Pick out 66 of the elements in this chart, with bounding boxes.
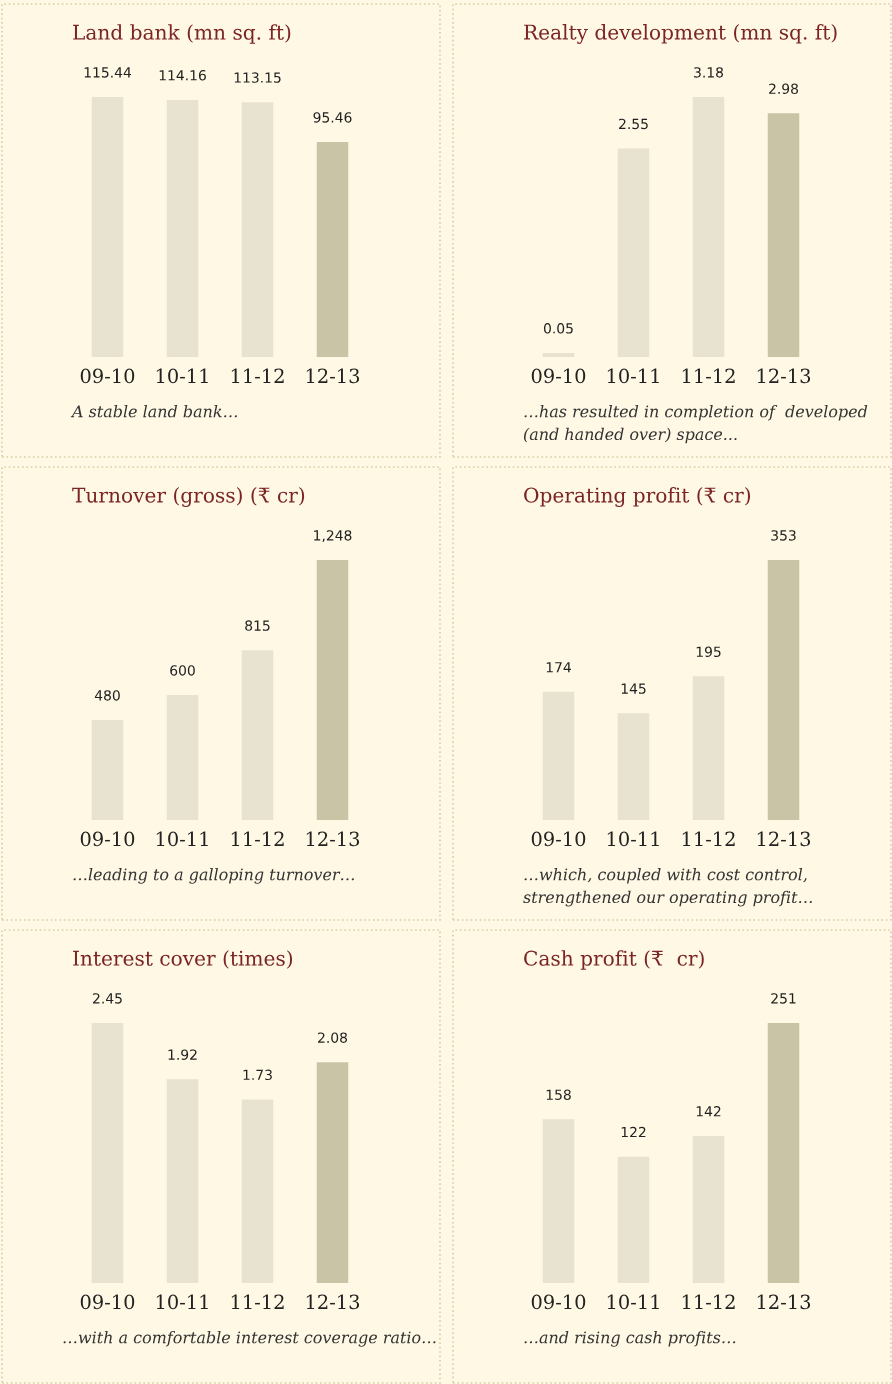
data-label: 113.15 bbox=[234, 72, 281, 83]
x-tick-label: 11-12 bbox=[231, 368, 284, 383]
data-label: 1.73 bbox=[243, 1069, 272, 1081]
x-tick-label: 11-12 bbox=[231, 831, 284, 846]
x-tick-label: 12-13 bbox=[306, 831, 360, 847]
data-label: 2.08 bbox=[318, 1032, 348, 1043]
data-label: 1,248 bbox=[314, 530, 352, 543]
data-label: 3.18 bbox=[694, 67, 724, 78]
x-tick-label: 10-11 bbox=[156, 1294, 208, 1310]
chart-title: Realty development (mn sq. ft) bbox=[524, 24, 837, 44]
text: …with a comfortable interest coverage ratio… bbox=[63, 1331, 436, 1347]
data-label: 480 bbox=[94, 690, 120, 701]
data-label: 95.46 bbox=[313, 112, 352, 123]
x-tick-label: 09-10 bbox=[80, 831, 135, 847]
x-tick-label: 10-11 bbox=[156, 831, 208, 847]
data-label: 174 bbox=[546, 662, 571, 673]
chart-title: Turnover (gross) (₹ cr) bbox=[72, 487, 305, 507]
text: …which, coupled with cost control, strengthened our operating profit… bbox=[523, 868, 812, 907]
data-label: 115.44 bbox=[84, 67, 132, 78]
x-tick-label: 11-12 bbox=[231, 1294, 284, 1309]
data-label: 251 bbox=[771, 993, 796, 1004]
text: …leading to a galloping turnover… bbox=[73, 868, 354, 884]
x-tick-label: 12-13 bbox=[306, 368, 360, 384]
bar bbox=[767, 560, 800, 820]
bar bbox=[316, 1062, 349, 1283]
data-label: 114.16 bbox=[159, 70, 206, 81]
text: …has resulted in completion of developed (and handed over) space... bbox=[524, 405, 868, 444]
x-tick-label: 10-11 bbox=[156, 368, 208, 384]
x-tick-label: 12-13 bbox=[757, 368, 811, 384]
x-tick-label: 10-11 bbox=[607, 368, 659, 384]
chart-title: Operating profit (₹ cr) bbox=[524, 487, 751, 507]
data-label: 142 bbox=[696, 1106, 721, 1117]
x-tick-label: 12-13 bbox=[757, 831, 811, 847]
bar bbox=[316, 560, 349, 820]
bar bbox=[316, 142, 349, 357]
x-tick-label: 11-12 bbox=[682, 1294, 735, 1309]
data-label: 0.05 bbox=[543, 323, 573, 334]
data-label: 353 bbox=[771, 530, 796, 541]
data-label: 600 bbox=[170, 665, 195, 676]
data-label: 815 bbox=[245, 620, 270, 631]
text: A stable land bank… bbox=[70, 405, 237, 418]
x-tick-label: 09-10 bbox=[80, 1294, 135, 1310]
x-tick-label: 09-10 bbox=[80, 368, 135, 384]
bar bbox=[767, 113, 800, 357]
data-label: 1.92 bbox=[168, 1049, 197, 1060]
data-label: 2.98 bbox=[769, 83, 799, 94]
x-tick-label: 11-12 bbox=[682, 831, 735, 846]
text: …and rising cash profits… bbox=[524, 1331, 736, 1347]
data-label: 195 bbox=[696, 646, 721, 658]
chart-title: Interest cover (times) bbox=[73, 950, 293, 969]
data-label: 122 bbox=[621, 1126, 646, 1138]
data-label: 2.45 bbox=[93, 993, 122, 1004]
x-tick-label: 10-11 bbox=[607, 831, 659, 847]
x-tick-label: 11-12 bbox=[682, 368, 735, 383]
data-label: 158 bbox=[546, 1089, 571, 1100]
x-tick-label: 09-10 bbox=[531, 1294, 586, 1310]
x-tick-label: 10-11 bbox=[607, 1294, 659, 1310]
x-tick-label: 12-13 bbox=[306, 1294, 360, 1310]
data-label: 2.55 bbox=[619, 118, 648, 130]
data-label: 145 bbox=[621, 683, 646, 694]
x-tick-label: 12-13 bbox=[757, 1294, 811, 1310]
chart-title: Cash profit (₹ cr) bbox=[524, 950, 704, 970]
x-tick-label: 09-10 bbox=[531, 368, 586, 384]
chart-title: Land bank (mn sq. ft) bbox=[73, 24, 291, 44]
bar bbox=[767, 1023, 800, 1283]
x-tick-label: 09-10 bbox=[531, 831, 586, 847]
